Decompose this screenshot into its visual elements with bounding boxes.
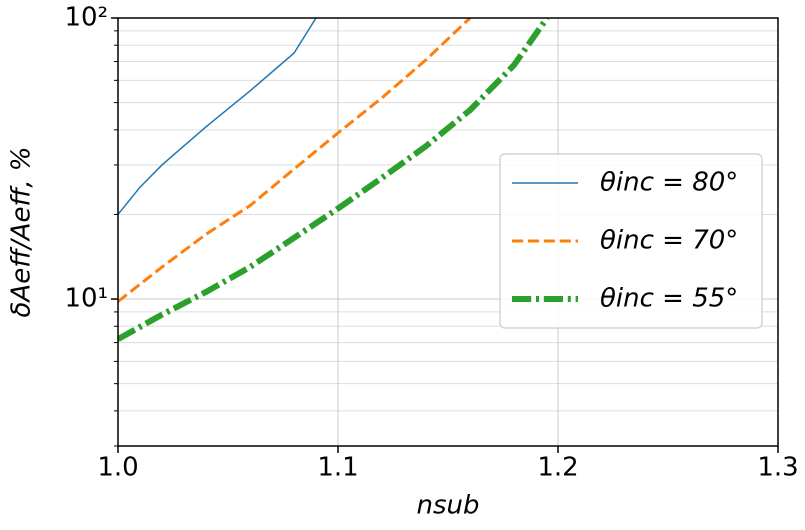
legend-label: θinc = 55° — [600, 284, 738, 314]
x-tick-label: 1.3 — [757, 453, 798, 483]
plot-frame — [117, 17, 779, 447]
x-axis-label: nsub — [416, 491, 479, 521]
x-tick-label: 1.1 — [317, 453, 358, 483]
x-tick-label: 1.2 — [537, 453, 578, 483]
legend-label: θinc = 80° — [600, 168, 738, 198]
legend-box — [499, 153, 763, 329]
series-line — [118, 18, 317, 215]
series-line — [118, 18, 550, 342]
legend-label: θinc = 70° — [600, 226, 738, 256]
y-tick-label: 10¹ — [64, 284, 108, 314]
y-axis-label: δAeff/Aeff, % — [7, 147, 37, 318]
series-line — [118, 18, 472, 303]
y-tick-label: 10² — [64, 3, 108, 33]
x-tick-label: 1.0 — [97, 453, 138, 483]
